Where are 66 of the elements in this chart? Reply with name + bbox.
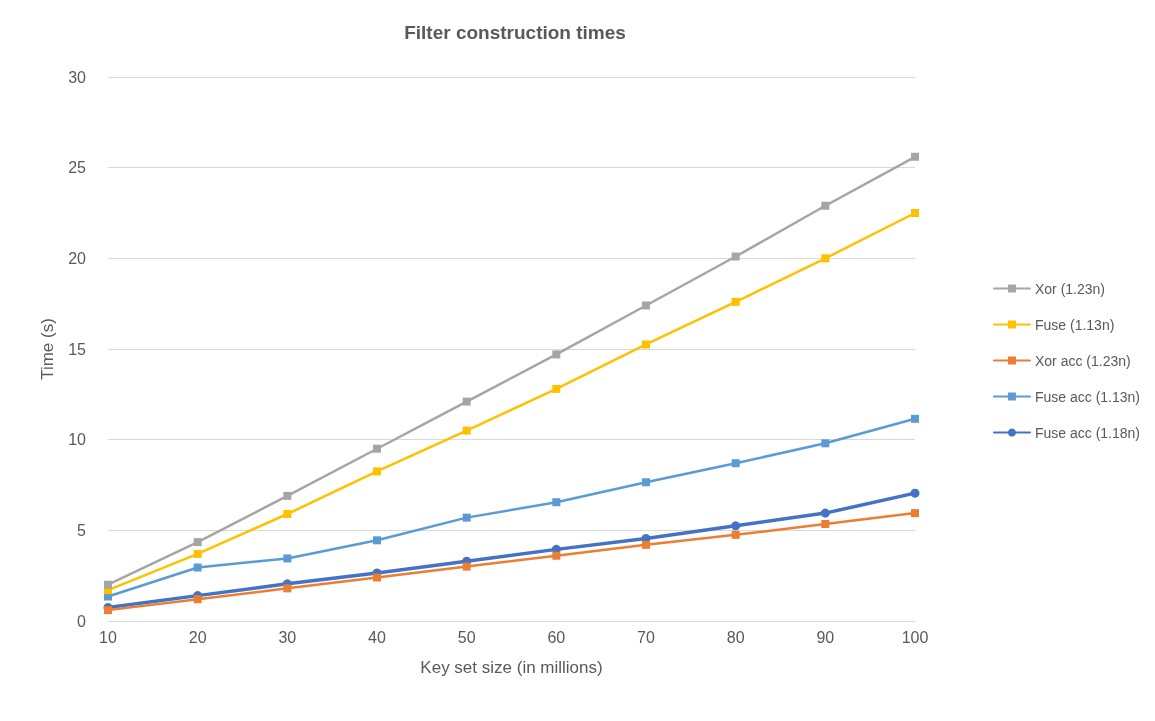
legend-label: Xor acc (1.23n) (1034, 352, 1131, 369)
x-tick-label: 80 (726, 628, 745, 646)
x-tick-label: 50 (457, 628, 476, 646)
point (821, 254, 830, 263)
y-tick-label: 30 (68, 68, 87, 86)
point (731, 297, 740, 306)
point (373, 444, 381, 453)
point (552, 350, 561, 359)
point (373, 536, 381, 545)
x-tick-label: 100 (901, 628, 929, 646)
point (462, 513, 471, 522)
point (552, 498, 561, 507)
point (821, 519, 830, 528)
x-tick-label: 90 (816, 628, 835, 646)
point (731, 252, 740, 261)
legend-label: Fuse (1.13n) (1034, 316, 1115, 333)
point (373, 467, 381, 476)
point (731, 530, 740, 539)
point (911, 414, 919, 423)
x-axis-title: Key set size (in millions) (420, 658, 603, 677)
legend-label: Fuse acc (1.13n) (1034, 388, 1141, 405)
point (193, 563, 202, 572)
y-tick-label: 25 (68, 159, 87, 177)
point (193, 538, 202, 547)
y-tick-label: 20 (68, 249, 87, 267)
point (911, 152, 919, 161)
x-tick-label: 20 (188, 628, 207, 646)
legend-label: Xor (1.23n) (1034, 280, 1105, 297)
point (462, 426, 471, 435)
point (462, 562, 471, 571)
y-tick-label: 10 (68, 431, 87, 449)
point (104, 606, 112, 615)
y-tick-label: 15 (68, 340, 87, 358)
point (910, 488, 920, 498)
point (283, 491, 292, 500)
point (642, 478, 650, 487)
point (911, 509, 919, 518)
chart-title: Filter construction times (404, 22, 626, 43)
x-tick-label: 60 (547, 628, 566, 646)
x-tick-label: 40 (368, 628, 386, 646)
point (731, 459, 740, 468)
point (731, 521, 741, 531)
point (283, 584, 292, 593)
point (283, 510, 292, 519)
point (193, 595, 202, 604)
point (642, 301, 650, 310)
point (193, 549, 202, 558)
y-tick-label: 0 (77, 612, 87, 630)
point (821, 439, 830, 448)
point (104, 580, 112, 589)
point (911, 209, 919, 217)
y-tick-label: 5 (77, 521, 87, 539)
point (821, 201, 830, 210)
point (552, 384, 561, 393)
point (462, 397, 471, 406)
point (552, 551, 561, 560)
x-tick-label: 70 (637, 628, 655, 646)
point (820, 508, 830, 518)
point (642, 340, 650, 349)
x-tick-label: 10 (99, 628, 117, 646)
x-tick-label: 30 (278, 628, 297, 646)
y-axis-title: Time (s) (38, 318, 57, 380)
point (373, 573, 381, 582)
legend-label: Fuse acc (1.18n) (1034, 424, 1141, 441)
point (283, 554, 292, 563)
point (642, 540, 650, 549)
